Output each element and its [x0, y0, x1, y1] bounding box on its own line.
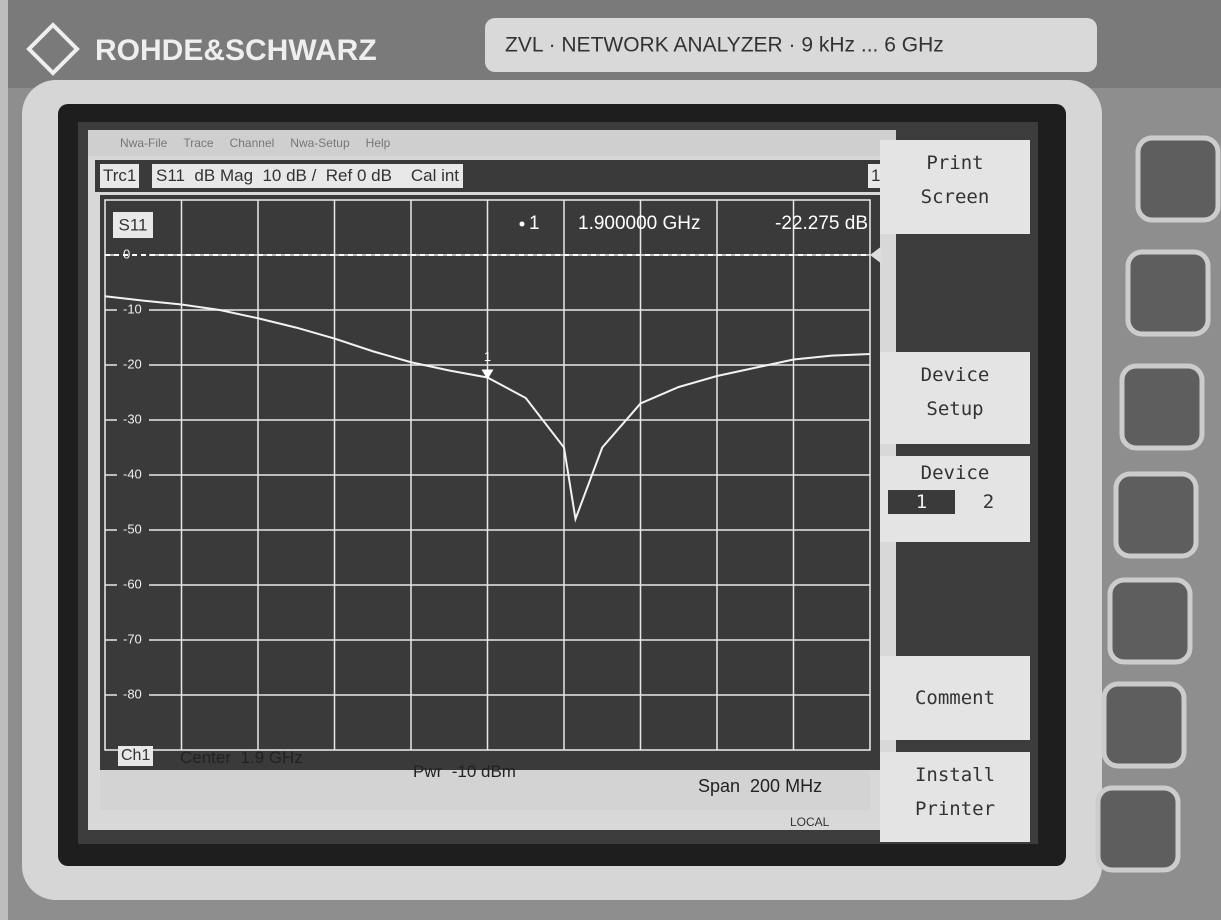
- softkey-label: Install Printer: [880, 758, 1030, 826]
- hard-key[interactable]: [1098, 788, 1178, 870]
- plot-area: [100, 195, 880, 770]
- option[interactable]: 2: [955, 490, 1022, 514]
- softkey[interactable]: Device Setup: [880, 352, 1030, 444]
- y-tick-label: -20: [123, 356, 142, 371]
- marker-label: 1: [484, 349, 491, 364]
- y-tick-label: -50: [123, 521, 142, 536]
- y-tick-label: -30: [123, 411, 142, 426]
- y-tick-label: -70: [123, 631, 142, 646]
- channel-label: Ch1: [118, 746, 153, 766]
- marker-level: -22.275 dB: [775, 213, 868, 234]
- y-tick-label: -60: [123, 576, 142, 591]
- softkey-label: Print Screen: [880, 146, 1030, 214]
- power: Pwr -10 dBm: [413, 762, 516, 782]
- trace-setup-text: S11 dB Mag 10 dB / Ref 0 dB: [156, 166, 392, 185]
- menu: Nwa-File Trace Channel Nwa-Setup Help: [120, 136, 390, 150]
- softkey-label: Device: [880, 456, 1030, 490]
- cal-state: Cal int: [411, 166, 459, 185]
- page: ROHDE&SCHWARZ ZVL · NETWORK ANALYZER · 9…: [0, 0, 1221, 920]
- y-tick-label: -40: [123, 466, 142, 481]
- brand: ROHDE&SCHWARZ: [95, 34, 377, 67]
- menu-item[interactable]: Nwa-File: [120, 136, 167, 150]
- option[interactable]: 1: [888, 490, 955, 514]
- y-tick-label: 0: [123, 246, 130, 261]
- hard-key[interactable]: [1116, 474, 1196, 556]
- softkey[interactable]: Install Printer: [880, 752, 1030, 842]
- menu-item[interactable]: Help: [366, 136, 391, 150]
- softkey-label: Comment: [880, 656, 1030, 740]
- hard-key[interactable]: [1138, 138, 1218, 220]
- marker-bullet: [520, 222, 525, 227]
- remote-mode: LOCAL: [790, 815, 829, 829]
- softkey-label: Device Setup: [880, 358, 1030, 426]
- series-label: S11: [119, 215, 148, 234]
- hard-key[interactable]: [1110, 580, 1190, 662]
- hard-key[interactable]: [1104, 684, 1184, 766]
- softkey[interactable]: Print Screen: [880, 140, 1030, 234]
- span: Span 200 MHz: [698, 776, 822, 797]
- y-tick-label: -80: [123, 686, 142, 701]
- center-frequency: Center 1.9 GHz: [180, 748, 303, 768]
- y-tick-label: -10: [123, 301, 142, 316]
- model: ZVL · NETWORK ANALYZER · 9 kHz ... 6 GHz: [505, 34, 944, 57]
- menu-item[interactable]: Channel: [230, 136, 275, 150]
- trace-name[interactable]: Trc1: [100, 164, 139, 188]
- softkey[interactable]: Comment: [880, 656, 1030, 740]
- marker-frequency: 1.900000 GHz: [578, 213, 701, 234]
- menu-item[interactable]: Trace: [183, 136, 213, 150]
- trace-setup: S11 dB Mag 10 dB / Ref 0 dB Cal int: [152, 164, 463, 188]
- menu-item[interactable]: Nwa-Setup: [290, 136, 349, 150]
- marker-readout-label: 1: [529, 213, 540, 234]
- hard-key[interactable]: [1122, 366, 1202, 448]
- hard-key[interactable]: [1128, 252, 1208, 334]
